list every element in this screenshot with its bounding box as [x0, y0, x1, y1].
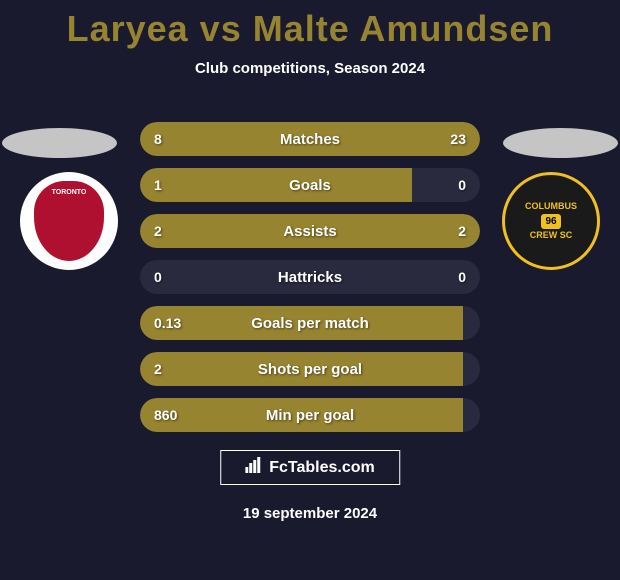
stat-value-right: 2 — [458, 223, 466, 239]
stats-container: 8Matches231Goals02Assists20Hattricks00.1… — [140, 122, 480, 444]
branding-text: FcTables.com — [269, 459, 375, 477]
stat-value-right: 23 — [450, 131, 466, 147]
branding-box[interactable]: FcTables.com — [220, 450, 400, 485]
stat-row: 8Matches23 — [140, 122, 480, 156]
stat-label: Min per goal — [140, 407, 480, 424]
stat-row: 0Hattricks0 — [140, 260, 480, 294]
player-placeholder-left — [2, 128, 117, 158]
stat-label: Shots per goal — [140, 361, 480, 378]
stat-row: 2Assists2 — [140, 214, 480, 248]
stat-value-right: 0 — [458, 177, 466, 193]
stat-label: Assists — [140, 223, 480, 240]
player-placeholder-right — [503, 128, 618, 158]
subtitle: Club competitions, Season 2024 — [0, 60, 620, 77]
stat-label: Hattricks — [140, 269, 480, 286]
stat-row: 0.13Goals per match — [140, 306, 480, 340]
stat-label: Goals per match — [140, 315, 480, 332]
stat-label: Goals — [140, 177, 480, 194]
page-title: Laryea vs Malte Amundsen — [0, 0, 620, 50]
toronto-shield-icon — [34, 181, 104, 261]
columbus-crew-icon: COLUMBUS 96 CREW SC — [525, 202, 577, 241]
date-text: 19 september 2024 — [0, 505, 620, 522]
stat-label: Matches — [140, 131, 480, 148]
team-logo-right: COLUMBUS 96 CREW SC — [502, 172, 600, 270]
stat-row: 860Min per goal — [140, 398, 480, 432]
stat-row: 2Shots per goal — [140, 352, 480, 386]
stat-row: 1Goals0 — [140, 168, 480, 202]
chart-icon — [245, 457, 263, 478]
crew-year: 96 — [541, 214, 560, 229]
stat-value-right: 0 — [458, 269, 466, 285]
team-logo-left — [20, 172, 118, 270]
